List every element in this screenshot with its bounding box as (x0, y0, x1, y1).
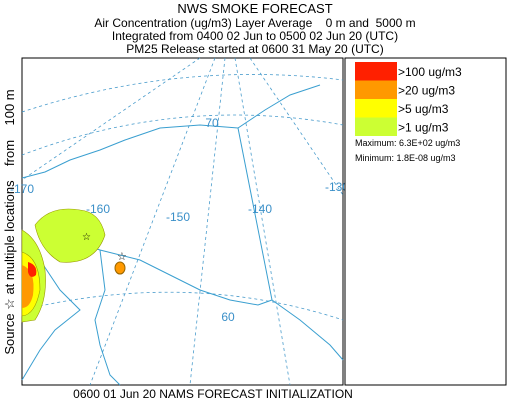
graticule-labels: -170 -160 -150 -140 -130 70 60 (10, 116, 349, 324)
source-marker: ☆ (117, 251, 127, 263)
longitude-label: -170 (10, 182, 34, 196)
header-line: PM25 Release started at 0600 31 May 20 (… (126, 42, 383, 56)
minimum: Minimum: 1.8E-08 ug/m3 (355, 153, 456, 163)
smoke-plume (114, 261, 126, 275)
legend: >100 ug/m3 >20 ug/m3 >5 ug/m3 >1 ug/m3 (355, 62, 462, 136)
graticule (21, 114, 344, 156)
source-marker: ☆ (82, 232, 91, 243)
latitude-label: 70 (205, 116, 219, 130)
graticule (89, 57, 216, 386)
footer: 0600 01 Jun 20 NAMS FORECAST INITIALIZAT… (73, 387, 353, 401)
header-line: Air Concentration (ug/m3) Layer Average … (94, 16, 415, 30)
legend-label: >1 ug/m3 (398, 121, 449, 135)
source-label: Source ☆ at multiple locations from 100 … (2, 89, 17, 354)
border-coast (237, 127, 344, 361)
longitude-label: -160 (86, 202, 110, 216)
coastline (21, 84, 321, 179)
latitude-label: 60 (221, 310, 235, 324)
graticule (21, 291, 344, 321)
longitude-label: -130 (325, 180, 349, 194)
smoke-plume (28, 262, 37, 277)
graticule (21, 74, 344, 113)
header-line: Integrated from 0400 02 Jun to 0500 02 J… (112, 29, 398, 43)
maximum: Maximum: 6.3E+02 ug/m3 (355, 138, 460, 148)
legend-swatch (355, 99, 397, 118)
smoke-plume (34, 208, 106, 263)
coastline (94, 249, 121, 386)
graticule (189, 57, 226, 386)
legend-label: >100 ug/m3 (398, 65, 462, 79)
longitude-label: -140 (248, 202, 272, 216)
coastline (21, 259, 81, 381)
legend-swatch (355, 117, 397, 136)
graticule (234, 57, 291, 386)
map: ☆ ☆ -170 -160 -150 -140 -130 70 60 (10, 57, 349, 386)
legend-label: >5 ug/m3 (398, 102, 449, 116)
legend-swatch (355, 62, 397, 81)
longitude-label: -150 (166, 210, 190, 224)
legend-swatch (355, 80, 397, 99)
title: NWS SMOKE FORECAST (177, 1, 332, 16)
legend-label: >20 ug/m3 (398, 84, 455, 98)
